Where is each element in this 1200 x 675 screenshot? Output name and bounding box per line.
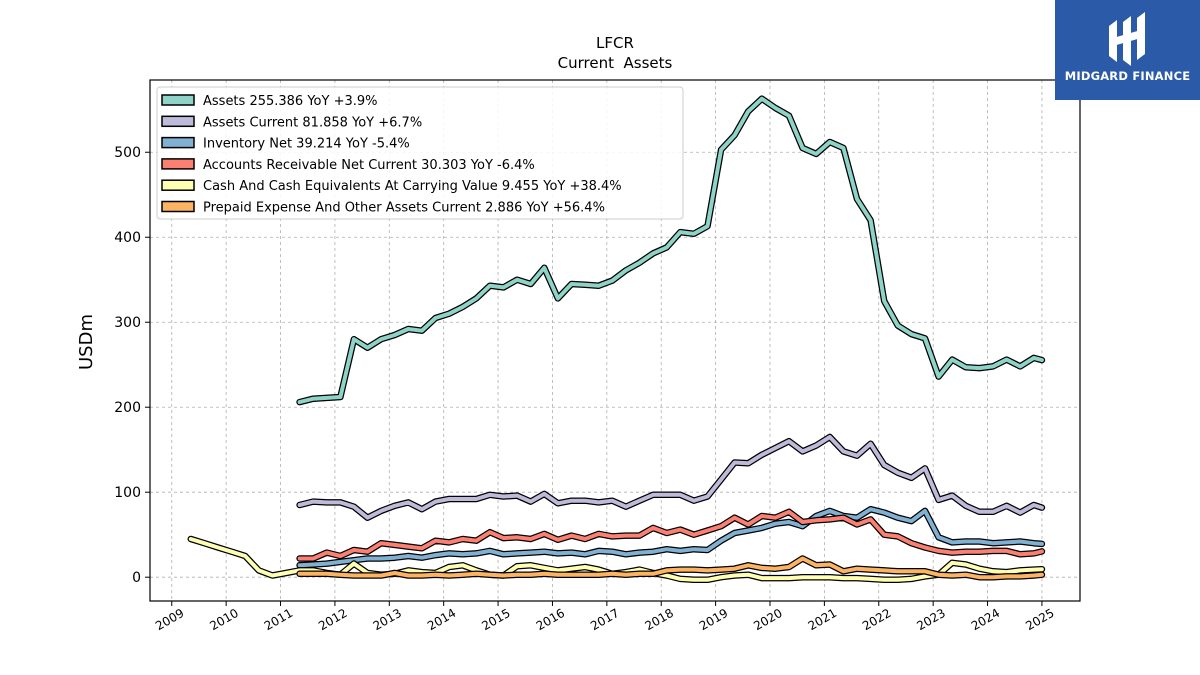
x-tick-label: 2009 <box>153 606 186 633</box>
x-tick-label: 2025 <box>1023 606 1056 633</box>
x-tick-label: 2012 <box>316 606 349 633</box>
legend-swatch <box>161 158 195 170</box>
x-tick-label: 2020 <box>751 606 784 633</box>
logo-text: MIDGARD FINANCE <box>1064 69 1191 83</box>
series-line <box>297 507 1044 568</box>
x-tick-label: 2010 <box>207 606 240 633</box>
legend-swatch <box>161 115 195 128</box>
legend-label: Assets Current 81.858 YoY +6.7% <box>203 115 422 130</box>
x-tick-label: 2024 <box>969 606 1002 633</box>
x-tick-label: 2022 <box>860 606 893 633</box>
x-tick-label: 2019 <box>697 606 730 633</box>
series-lines <box>187 95 1046 584</box>
y-tick-label: 0 <box>132 570 141 586</box>
y-tick-label: 400 <box>114 230 141 246</box>
midgard-logo: MIDGARD FINANCE <box>1055 0 1200 100</box>
legend-swatch <box>161 179 195 191</box>
plot-frame <box>149 79 1081 602</box>
legend-swatch <box>161 200 195 213</box>
series-line <box>297 435 1044 520</box>
y-tick-label: 300 <box>114 315 141 331</box>
x-tick-label: 2013 <box>371 606 404 633</box>
legend-swatch <box>161 136 195 149</box>
series-line <box>297 556 1044 580</box>
legend-box <box>156 86 684 220</box>
legend: Assets 255.386 YoY +3.9% Assets Current 8… <box>156 86 684 220</box>
x-tick-label: 2016 <box>534 606 567 633</box>
legend-label: Cash And Cash Equivalents At Carrying Va… <box>203 179 622 194</box>
legend-swatch <box>161 94 195 106</box>
x-tick-label: 2011 <box>262 606 295 633</box>
legend-label: Assets 255.386 YoY +3.9% <box>203 94 378 109</box>
y-tick-label: 200 <box>114 400 141 416</box>
x-tick-label: 2017 <box>588 606 621 633</box>
legend-label: Accounts Receivable Net Current 30.303 Y… <box>203 158 535 173</box>
midgard-logo-icon <box>1109 12 1145 66</box>
x-tick-label: 2018 <box>643 606 676 633</box>
x-tick-label: 2021 <box>806 606 839 633</box>
y-tick-label: 500 <box>114 145 141 161</box>
x-tick-label: 2014 <box>425 606 458 633</box>
y-axis-label: USDm <box>76 314 97 370</box>
chart-title: LFCR <box>596 34 634 52</box>
x-tick-label: 2015 <box>479 606 512 633</box>
legend-label: Prepaid Expense And Other Assets Current… <box>203 201 605 216</box>
chart-subtitle: Current Assets <box>558 54 673 72</box>
series-line <box>297 96 1044 405</box>
legend-label: Inventory Net 39.214 YoY -5.4% <box>203 137 410 152</box>
y-tick-label: 100 <box>114 485 141 501</box>
series-line <box>297 509 1044 561</box>
x-tick-label: 2023 <box>914 606 947 633</box>
